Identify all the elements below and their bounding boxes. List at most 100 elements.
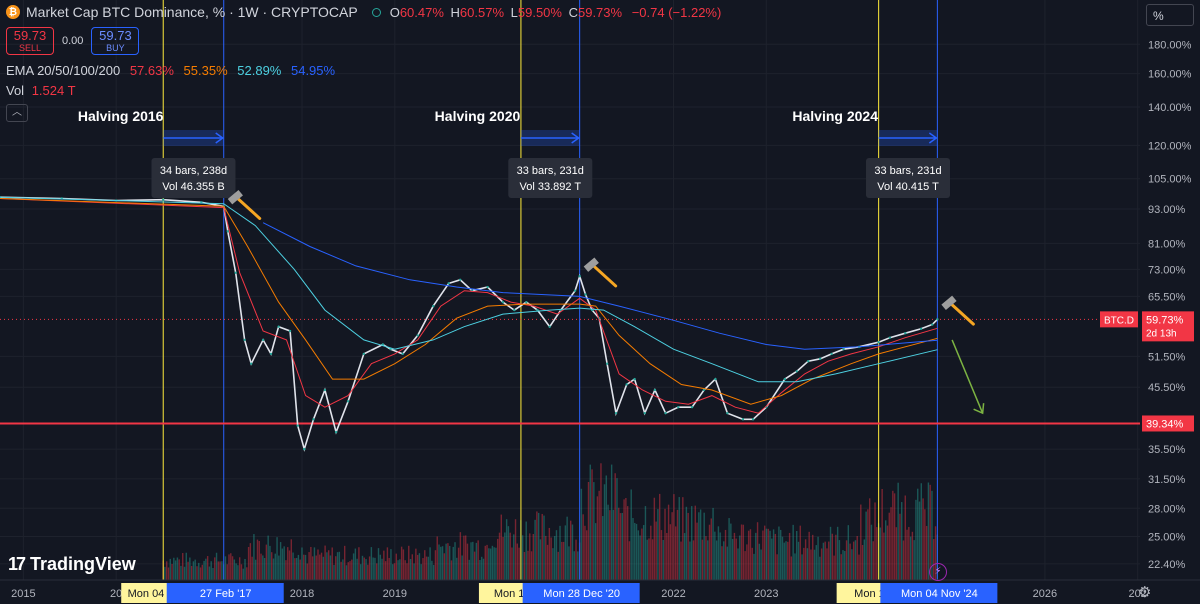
volume-bar-106 <box>351 559 353 580</box>
vol-label: Vol <box>6 83 25 98</box>
volume-bar-390 <box>856 535 858 580</box>
volume-bar-211 <box>537 512 540 580</box>
volume-bar-12 <box>183 566 186 580</box>
volume-bar-434 <box>934 526 937 580</box>
volume-bar-424 <box>917 488 919 580</box>
volume-bar-374 <box>828 541 830 580</box>
volume-bar-268 <box>639 535 641 580</box>
x-tick-label-3: 2019 <box>383 588 407 600</box>
volume-bar-56 <box>262 555 264 580</box>
open-value: 60.47% <box>399 4 444 20</box>
volume-bar-215 <box>545 535 547 580</box>
hammer-handle-2 <box>949 302 975 326</box>
price-point-26 <box>447 282 450 285</box>
volume-bar-407 <box>886 525 889 580</box>
symbol-tag-label: BTC.D <box>1104 315 1134 326</box>
volume-bar-105 <box>349 561 351 580</box>
volume-bar-328 <box>746 544 748 580</box>
volume-bar-111 <box>360 564 362 580</box>
volume-bar-63 <box>274 553 276 580</box>
buy-button[interactable]: 59.73 BUY <box>91 27 140 55</box>
hammer-icon <box>227 190 262 220</box>
hammer-head-2 <box>941 295 957 311</box>
x-tick-label-5: 2023 <box>754 588 778 600</box>
volume-bar-45 <box>242 568 244 580</box>
volume-bar-165 <box>456 557 458 580</box>
price-point-42 <box>614 411 618 415</box>
price-point-51 <box>714 377 717 381</box>
scale-mode-button[interactable]: % <box>1146 4 1194 26</box>
volume-bar-391 <box>858 554 860 580</box>
volume-bar-369 <box>819 556 821 580</box>
volume-bar-355 <box>794 553 796 580</box>
volume-bar-103 <box>345 565 348 580</box>
volume-bar-150 <box>429 547 431 580</box>
price-point-46 <box>653 388 657 392</box>
price-point-41 <box>605 362 609 365</box>
measure-vol-1: Vol 33.892 T <box>520 181 582 193</box>
volume-bar-95 <box>331 547 333 580</box>
gear-icon[interactable]: ⚙ <box>1138 584 1152 601</box>
price-point-60 <box>830 352 833 356</box>
date-tag-end-label-2: Mon 04 Nov '24 <box>901 588 978 600</box>
x-tick-label-4: 2022 <box>661 588 685 600</box>
volume-bar-210 <box>536 511 538 580</box>
price-point-68 <box>936 318 939 321</box>
volume-bar-296 <box>689 541 691 580</box>
x-tick-label-0: 2015 <box>11 588 35 600</box>
volume-bar-264 <box>632 517 634 580</box>
price-point-59 <box>818 357 822 360</box>
measure-bars-1: 33 bars, 231d <box>517 165 584 177</box>
ema-20-line <box>0 198 938 414</box>
price-point-47 <box>664 411 667 415</box>
volume-bar-159 <box>445 543 447 580</box>
volume-bar-281 <box>662 539 664 580</box>
volume-bar-422 <box>913 540 915 580</box>
volume-bar-275 <box>651 539 654 580</box>
y-tick-label-14: 25.00% <box>1148 532 1186 544</box>
date-tag-end-1 <box>522 583 640 603</box>
volume-bar-295 <box>687 512 689 580</box>
price-point-14 <box>296 424 299 427</box>
volume-bar-87 <box>317 549 319 580</box>
volume-bar-80 <box>304 554 307 580</box>
volume-bar-399 <box>872 541 874 580</box>
lightning-icon[interactable]: ⚡ <box>929 563 947 581</box>
volume-bar-17 <box>192 561 195 580</box>
volume-bar-206 <box>529 533 531 580</box>
volume-bar-64 <box>276 537 278 580</box>
symbol-title[interactable]: Market Cap BTC Dominance, % · 1W · CRYPT… <box>26 4 358 20</box>
volume-bar-320 <box>731 538 734 580</box>
volume-bar-259 <box>623 499 625 580</box>
spread-value: 0.00 <box>62 35 84 47</box>
volume-bar-301 <box>698 512 700 580</box>
volume-legend[interactable]: Vol 1.524 T <box>6 83 76 98</box>
hammer-head-0 <box>227 190 243 205</box>
volume-bar-384 <box>845 540 848 580</box>
volume-bar-302 <box>699 509 702 580</box>
volume-bar-290 <box>678 497 680 580</box>
volume-bar-195 <box>509 532 511 580</box>
price-point-49 <box>690 405 694 409</box>
ema-legend[interactable]: EMA 20/50/100/200 57.63% 55.35% 52.89% 5… <box>6 63 341 78</box>
volume-bar-314 <box>721 546 723 580</box>
volume-bar-307 <box>708 524 711 580</box>
volume-bar-166 <box>457 547 460 580</box>
volume-bar-389 <box>854 540 857 580</box>
collapse-legend-button[interactable]: ︿ <box>6 104 28 122</box>
volume-bar-213 <box>541 513 543 580</box>
volume-bar-237 <box>584 525 586 580</box>
hammer-handle-0 <box>236 196 262 220</box>
sell-button[interactable]: 59.73 SELL <box>6 27 54 55</box>
volume-bar-116 <box>368 556 371 580</box>
volume-bar-43 <box>238 557 241 580</box>
volume-bar-13 <box>185 552 187 580</box>
price-point-32 <box>525 300 528 304</box>
volume-bar-357 <box>797 541 800 580</box>
volume-bar-232 <box>575 539 577 580</box>
y-tick-label-3: 120.00% <box>1148 140 1192 152</box>
price-point-36 <box>573 289 577 292</box>
measure-box-1 <box>508 158 593 198</box>
volume-bar-177 <box>477 540 479 580</box>
